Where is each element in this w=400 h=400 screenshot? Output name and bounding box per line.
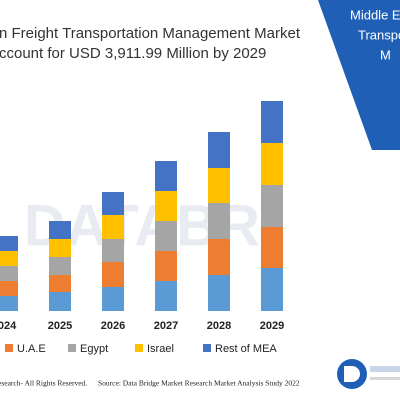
bar-segment (261, 185, 283, 227)
x-tick-label: 2026 (101, 320, 125, 332)
legend-label: Rest of MEA (215, 343, 277, 355)
bar-segment (155, 281, 177, 311)
legend-swatch (135, 344, 143, 352)
x-tick-label: 2025 (48, 320, 72, 332)
bar-segment (208, 132, 230, 168)
bar-segment (49, 221, 71, 239)
x-tick-label: 2028 (207, 320, 231, 332)
bar-segment (49, 292, 71, 311)
side-panel-text: Middle E (350, 7, 400, 22)
legend-swatch (68, 344, 76, 352)
logo (337, 359, 400, 389)
bar-segment (49, 257, 71, 275)
bar-segment (208, 168, 230, 203)
bar-segment (208, 275, 230, 311)
legend-label: Israel (147, 343, 174, 355)
bar-segment (102, 215, 124, 239)
footer-left: esearch- All Rights Reserved. (0, 379, 87, 388)
bar-segment (102, 192, 124, 215)
bar-segment (208, 203, 230, 239)
legend-label: Egypt (80, 343, 108, 355)
bar-segment (261, 101, 283, 143)
bar-segment (155, 221, 177, 251)
logo-mark (370, 366, 400, 372)
bar-segment (155, 251, 177, 281)
footer-right: Source: Data Bridge Market Research Mark… (98, 379, 300, 388)
bar-segment (0, 296, 18, 311)
bar-segment (102, 239, 124, 262)
side-panel (318, 0, 400, 150)
bar-segment (155, 191, 177, 221)
bar-segment (102, 287, 124, 311)
bar-segment (261, 268, 283, 311)
legend-swatch (203, 344, 211, 352)
bar-segment (49, 239, 71, 257)
bar-segment (261, 143, 283, 185)
x-tick-label: 2027 (154, 320, 178, 332)
legend-label: U.A.E (17, 343, 46, 355)
bar-segment (102, 262, 124, 287)
x-tick-label: 2029 (260, 320, 284, 332)
bar-segment (155, 161, 177, 191)
logo-mark (344, 366, 360, 382)
bar-segment (0, 281, 18, 296)
bar-segment (261, 227, 283, 268)
bar-segment (49, 275, 71, 292)
side-panel-text: Transpo (358, 27, 400, 42)
x-tick-label: 024 (0, 320, 17, 332)
bar-segment (0, 251, 18, 266)
legend-swatch (5, 344, 13, 352)
title: n Freight Transportation Management Mark… (0, 25, 301, 42)
side-panel-text: M (380, 47, 391, 62)
logo-mark (370, 377, 400, 380)
bar-segment (208, 239, 230, 275)
title: ccount for USD 3,911.99 Million by 2029 (0, 45, 266, 62)
bar-segment (0, 266, 18, 281)
bar-segment (0, 236, 18, 251)
